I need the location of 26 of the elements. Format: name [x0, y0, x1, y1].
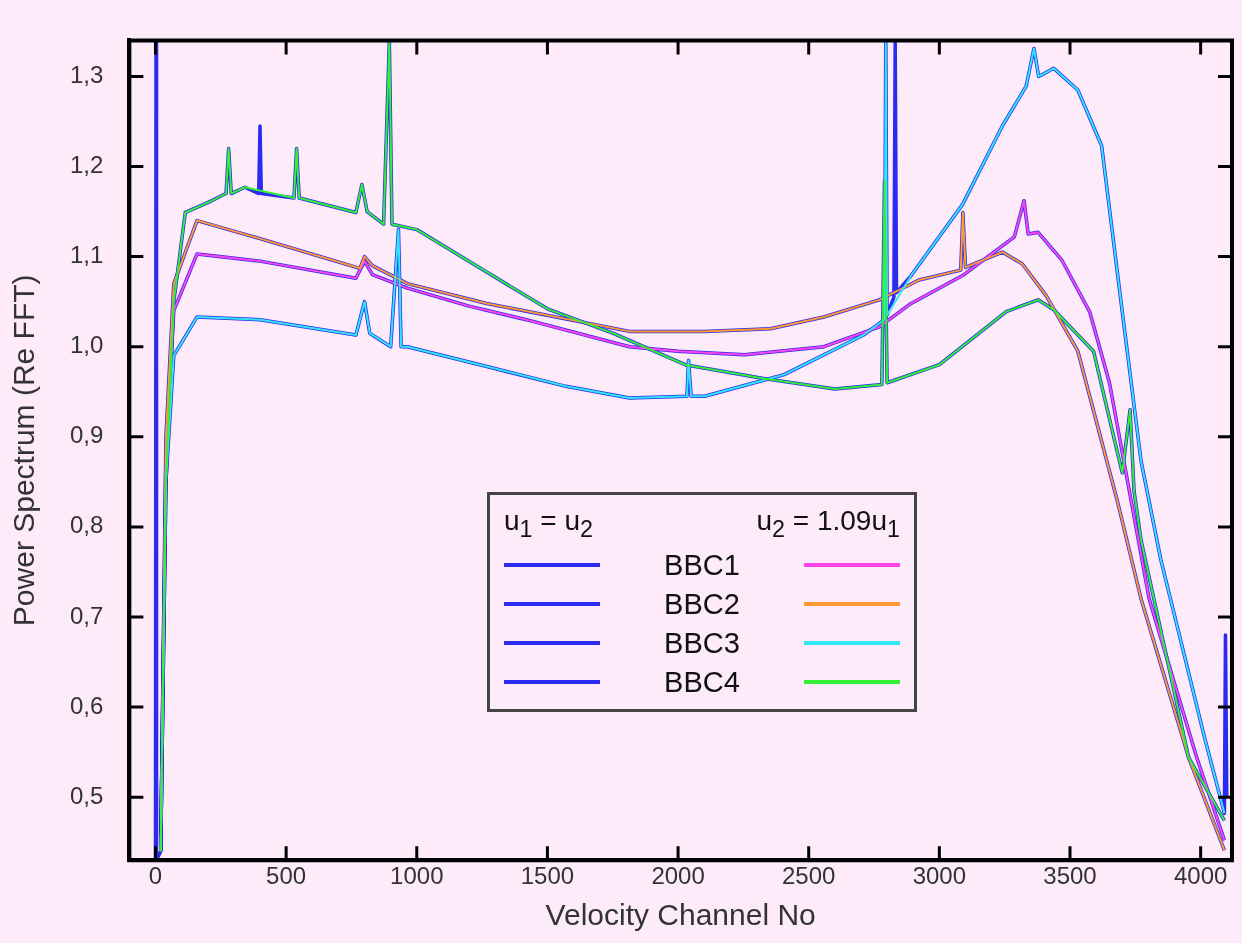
- x-tick-label: 3000: [912, 862, 967, 890]
- x-tick-label: 500: [266, 862, 307, 890]
- legend-label: BBC4: [663, 665, 741, 699]
- y-tick-label: 0,9: [69, 421, 104, 449]
- y-tick-label: 1,1: [69, 241, 104, 269]
- x-tick-label: 1500: [520, 862, 575, 890]
- x-tick-label: 3500: [1043, 862, 1097, 890]
- legend-label: BBC2: [663, 587, 741, 621]
- y-axis-title: Power Spectrum (Re FFT): [7, 274, 41, 627]
- legend-label: BBC1: [663, 548, 741, 582]
- y-tick-label: 0,6: [69, 691, 104, 719]
- annotation: u$_{2}$ = 1.09u$_{1}$: [755, 505, 900, 543]
- y-tick-label: 0,8: [69, 511, 104, 539]
- y-tick-label: 1,3: [69, 61, 104, 89]
- y-tick-label: 1,0: [69, 331, 104, 359]
- x-tick-label: 0: [148, 862, 163, 890]
- annotation: u$_{1}$ = u$_{2}$: [504, 505, 594, 542]
- x-tick-label: 2000: [651, 862, 705, 890]
- x-axis-title: Velocity Channel No: [545, 898, 816, 932]
- x-tick-label: 2500: [782, 862, 836, 890]
- y-tick-label: 0,7: [69, 601, 104, 629]
- y-tick-label: 0,5: [69, 781, 104, 809]
- x-tick-label: 1000: [390, 862, 444, 890]
- y-tick-label: 1,2: [69, 151, 104, 179]
- legend-label: BBC3: [663, 626, 741, 660]
- x-tick-label: 4000: [1173, 862, 1228, 890]
